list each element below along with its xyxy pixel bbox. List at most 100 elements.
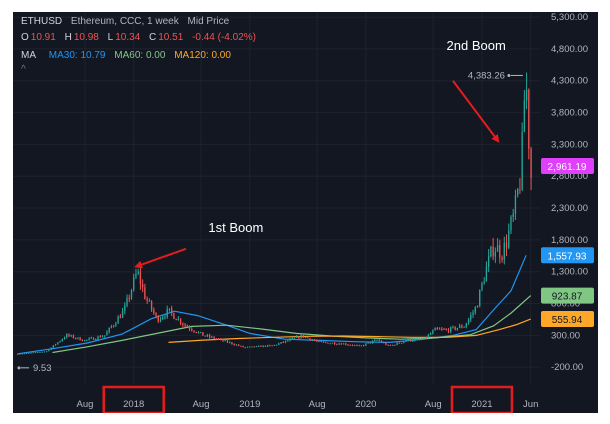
ma60-line xyxy=(52,295,532,354)
candle-body xyxy=(481,282,483,290)
candle-body xyxy=(77,337,79,339)
candle-body xyxy=(175,318,177,321)
candle-body xyxy=(211,336,213,338)
candle-body xyxy=(206,335,209,337)
candle-body xyxy=(284,340,287,343)
candle-body xyxy=(447,329,450,333)
candle-body xyxy=(233,344,235,346)
candle-body xyxy=(474,307,476,313)
candle-body xyxy=(492,246,494,257)
candle-body xyxy=(505,242,508,248)
candle-body xyxy=(517,189,519,196)
candle-body xyxy=(438,328,441,330)
collapse-legend-icon[interactable]: ^ xyxy=(21,64,26,75)
candle-body xyxy=(39,351,41,353)
ma120-badge-text: 555.94 xyxy=(552,315,583,326)
ma30-line xyxy=(17,255,527,355)
y-tick-label: -200.00 xyxy=(551,362,583,373)
symbol-name[interactable]: ETHUSD xyxy=(21,16,63,27)
high-label: H xyxy=(64,32,72,43)
candle-body xyxy=(193,330,195,332)
candle-body xyxy=(70,335,72,337)
low-marker-label: 9.53 xyxy=(33,363,52,374)
annotation-label-2: 2nd Boom xyxy=(447,38,506,53)
candle-body xyxy=(327,342,329,344)
candle-body xyxy=(472,312,474,316)
candle-body xyxy=(112,325,115,327)
candle-body xyxy=(291,338,293,340)
ma120-line xyxy=(168,318,531,343)
x-tick-label: Aug xyxy=(309,399,326,410)
candle-body xyxy=(95,339,97,341)
candle-body xyxy=(421,339,423,341)
price-chart[interactable]: 5,300.00 4,800.00 4,300.00 3,800.00 3,300.00… xyxy=(13,12,598,413)
candle-body xyxy=(204,335,206,337)
candle-body xyxy=(88,338,90,340)
candle-body xyxy=(371,340,374,344)
candle-body xyxy=(186,325,188,328)
candle-body xyxy=(72,335,75,339)
candle-body xyxy=(409,339,412,342)
candle-body xyxy=(309,338,311,341)
candle-body xyxy=(476,306,479,308)
ma-label[interactable]: MA xyxy=(21,50,36,61)
candle-body xyxy=(530,148,532,179)
candle-body xyxy=(144,287,146,299)
candle-body xyxy=(92,337,95,340)
candle-body xyxy=(383,342,385,344)
candle-body xyxy=(278,343,280,345)
candle-body xyxy=(336,344,338,346)
candle-body xyxy=(282,342,284,344)
last-price-badge xyxy=(541,157,594,174)
candle-body xyxy=(173,313,175,319)
candle-body xyxy=(434,328,436,331)
candle-body xyxy=(258,345,260,347)
candle-body xyxy=(197,332,200,334)
ma30-value: MA30: 10.79 xyxy=(48,50,106,61)
candle-body xyxy=(503,242,505,260)
candle-body xyxy=(313,339,316,341)
candle-body xyxy=(48,349,50,352)
candle-body xyxy=(141,284,144,288)
candle-body xyxy=(403,341,405,343)
ma-legend: MA MA30: 10.79 MA60: 0.00 MA120: 0.00 xyxy=(21,50,237,61)
candle-body xyxy=(523,100,526,133)
candle-body xyxy=(251,346,253,348)
candle-body xyxy=(514,195,517,214)
open-value: 10.91 xyxy=(30,32,56,43)
candle-body xyxy=(407,339,409,341)
candle-body xyxy=(97,336,99,340)
candle-body xyxy=(456,327,459,330)
candle-body xyxy=(126,297,128,306)
candle-body xyxy=(179,318,182,324)
candle-body xyxy=(41,351,43,353)
candle-body xyxy=(177,318,180,321)
symbol-legend: ETHUSD Ethereum, CCC, 1 week Mid Price xyxy=(21,16,235,27)
candle-body xyxy=(338,343,340,345)
highlight-box-2018 xyxy=(102,385,165,413)
candle-body xyxy=(414,339,416,341)
candle-body xyxy=(385,342,387,345)
candle-body xyxy=(30,352,32,354)
candle-body xyxy=(380,340,383,343)
open-label: O xyxy=(21,32,29,43)
candle-body xyxy=(331,342,334,344)
highlight-box-2021 xyxy=(450,385,514,413)
candle-body xyxy=(75,338,77,340)
candle-body xyxy=(86,339,88,341)
candle-body xyxy=(525,89,528,101)
candle-body xyxy=(416,338,418,340)
candle-body xyxy=(99,336,101,338)
candle-body xyxy=(365,343,367,346)
y-tick-label: 1,300.00 xyxy=(551,267,588,278)
y-tick-label: 300.00 xyxy=(551,330,580,341)
y-tick-label: 4,300.00 xyxy=(551,76,588,87)
candle-body xyxy=(470,315,472,320)
candle-body xyxy=(110,326,113,328)
ma30-badge xyxy=(541,247,594,264)
candle-body xyxy=(117,316,119,324)
candle-body xyxy=(389,344,392,346)
candle-body xyxy=(412,340,414,342)
candle-body xyxy=(441,328,443,330)
close-label: C xyxy=(149,32,157,43)
